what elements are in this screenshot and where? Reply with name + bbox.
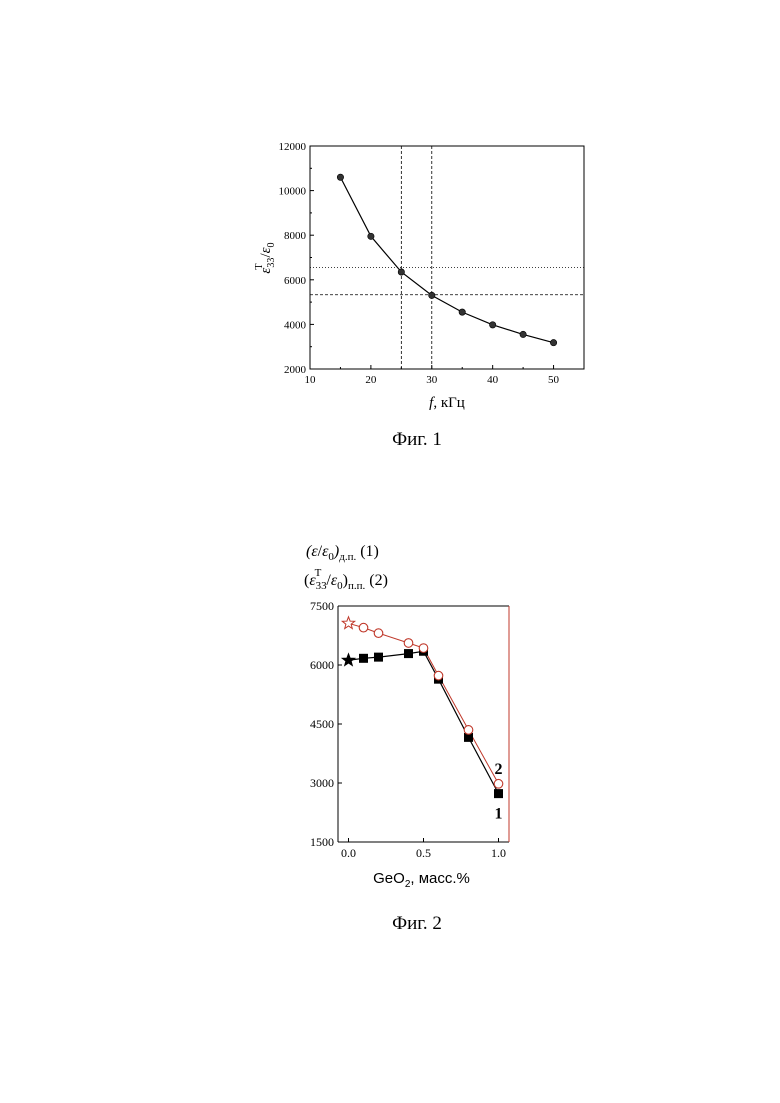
x-tick-label: 0.0	[341, 846, 356, 860]
series-1-point	[359, 654, 368, 663]
series-2-point	[494, 779, 503, 788]
y-tick-label: 4500	[310, 717, 334, 731]
series-2-point	[434, 671, 443, 680]
series-2-point	[464, 726, 473, 735]
figure-caption-2: Фиг. 2	[392, 913, 442, 934]
x-axis-label-2: GeO2, масс.%	[373, 870, 470, 890]
series-1-point	[494, 789, 503, 798]
series-2-point	[404, 639, 413, 648]
series-2-label: 2	[495, 761, 503, 778]
y-tick-label: 6000	[310, 658, 334, 672]
series-1-point	[374, 653, 383, 662]
series-1-star-point	[342, 654, 354, 666]
y-axis-label-line-1: (ε/ε0)д.п. (1)	[306, 543, 379, 563]
y-axis-label-line-2: (ε33T/ε0)п.п. (2)	[304, 567, 388, 592]
series-2-point	[359, 623, 368, 632]
series-2-point	[374, 629, 383, 638]
y-tick-label: 3000	[310, 776, 334, 790]
y-tick-label: 1500	[310, 835, 334, 849]
x-tick-label: 0.5	[416, 846, 431, 860]
y-tick-label: 7500	[310, 599, 334, 613]
series-1-point	[404, 649, 413, 658]
series-2-star-point	[342, 617, 354, 629]
x-tick-label: 1.0	[491, 846, 506, 860]
series-2-point	[419, 644, 428, 653]
series-1-line	[349, 651, 499, 793]
series-1-label: 1	[495, 806, 503, 823]
